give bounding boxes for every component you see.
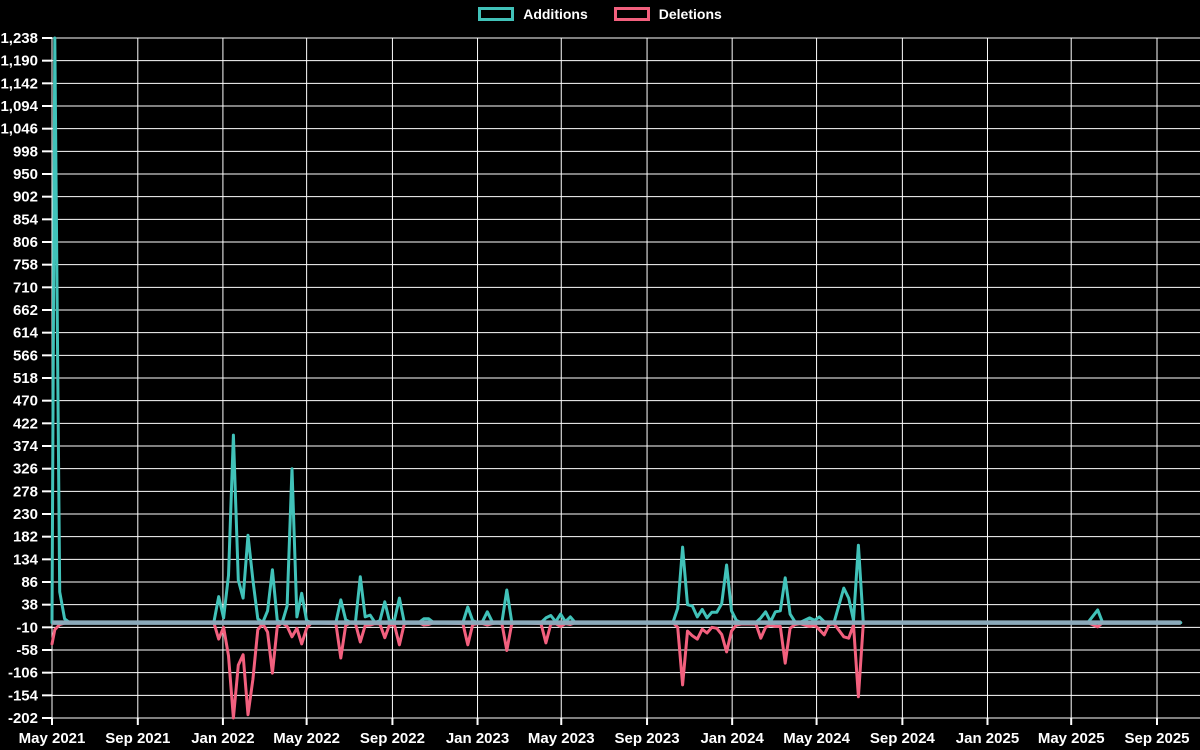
gridlines-vertical xyxy=(51,38,1158,725)
svg-text:Jan 2025: Jan 2025 xyxy=(956,730,1019,747)
svg-text:Sep 2024: Sep 2024 xyxy=(870,730,936,747)
svg-text:758: 758 xyxy=(13,257,38,274)
y-axis-ticks xyxy=(42,37,52,719)
svg-text:-154: -154 xyxy=(8,687,39,704)
svg-text:Sep 2022: Sep 2022 xyxy=(360,730,425,747)
svg-text:134: 134 xyxy=(13,551,39,568)
svg-text:998: 998 xyxy=(13,143,38,160)
svg-text:1,142: 1,142 xyxy=(0,75,38,92)
svg-text:1,094: 1,094 xyxy=(0,98,38,115)
svg-text:Jan 2023: Jan 2023 xyxy=(446,730,509,747)
y-axis-labels: 1,238 1,190 1,142 1,094 1,046 998 950 902 854 806… xyxy=(0,30,38,727)
svg-text:1,046: 1,046 xyxy=(0,121,38,138)
svg-text:1,238: 1,238 xyxy=(0,30,38,47)
svg-text:Sep 2021: Sep 2021 xyxy=(105,730,170,747)
svg-text:May 2021: May 2021 xyxy=(19,730,86,747)
svg-text:-58: -58 xyxy=(16,642,38,659)
svg-text:662: 662 xyxy=(13,302,38,319)
svg-text:May 2024: May 2024 xyxy=(783,730,850,747)
svg-text:374: 374 xyxy=(13,438,39,455)
legend-label-additions: Additions xyxy=(523,6,588,22)
svg-text:86: 86 xyxy=(21,574,38,591)
svg-text:May 2023: May 2023 xyxy=(528,730,595,747)
deletions-line xyxy=(50,621,1183,720)
svg-text:-202: -202 xyxy=(8,710,38,727)
legend-swatch-additions-icon xyxy=(478,7,515,21)
svg-text:950: 950 xyxy=(13,166,38,183)
legend-item-additions[interactable]: Additions xyxy=(478,5,588,23)
svg-text:-10: -10 xyxy=(16,619,38,636)
svg-text:854: 854 xyxy=(13,211,39,228)
additions-line xyxy=(50,36,1183,625)
svg-text:422: 422 xyxy=(13,415,38,432)
svg-text:278: 278 xyxy=(13,483,38,500)
svg-text:326: 326 xyxy=(13,461,38,478)
svg-text:470: 470 xyxy=(13,393,38,410)
svg-text:518: 518 xyxy=(13,370,38,387)
x-axis-labels: May 2021 Sep 2021 Jan 2022 May 2022 Sep 2022… xyxy=(19,730,1190,747)
svg-text:Jan 2024: Jan 2024 xyxy=(700,730,764,747)
legend: Additions Deletions xyxy=(0,5,1200,23)
svg-text:-106: -106 xyxy=(8,665,38,682)
svg-text:614: 614 xyxy=(13,325,39,342)
svg-text:1,190: 1,190 xyxy=(0,53,38,70)
svg-text:182: 182 xyxy=(13,529,38,546)
svg-text:566: 566 xyxy=(13,347,38,364)
legend-swatch-deletions-icon xyxy=(613,7,650,21)
legend-item-deletions[interactable]: Deletions xyxy=(613,5,722,23)
svg-text:Jan 2022: Jan 2022 xyxy=(191,730,254,747)
legend-label-deletions: Deletions xyxy=(658,6,722,22)
gridlines-horizontal xyxy=(52,37,1200,719)
svg-text:902: 902 xyxy=(13,189,38,206)
svg-text:Sep 2025: Sep 2025 xyxy=(1124,730,1189,747)
svg-text:806: 806 xyxy=(13,234,38,251)
svg-text:May 2022: May 2022 xyxy=(273,730,340,747)
svg-text:230: 230 xyxy=(13,506,38,523)
svg-text:May 2025: May 2025 xyxy=(1038,730,1105,747)
svg-text:38: 38 xyxy=(21,597,38,614)
svg-text:Sep 2023: Sep 2023 xyxy=(615,730,680,747)
svg-text:710: 710 xyxy=(13,279,38,296)
